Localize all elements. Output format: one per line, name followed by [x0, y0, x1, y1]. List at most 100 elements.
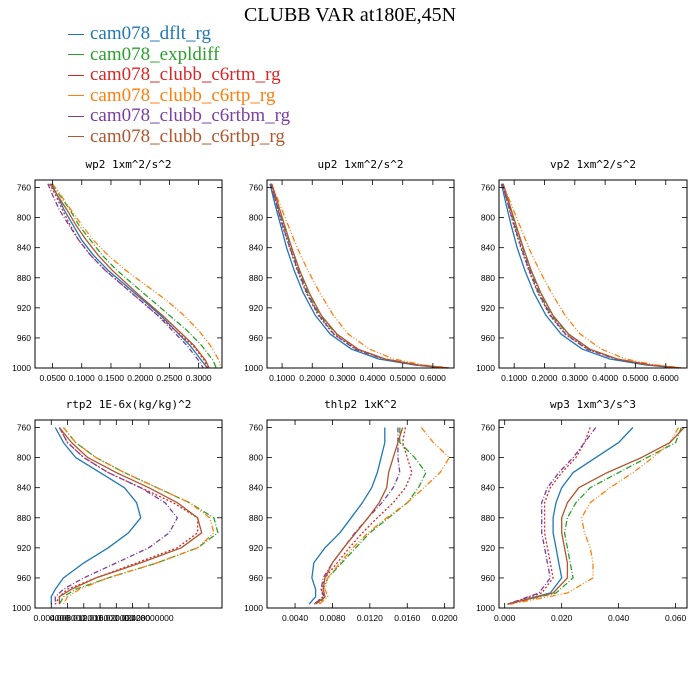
y-tick-label: 960 — [481, 333, 495, 343]
x-tick-label: 0.6000 — [653, 373, 679, 383]
plot-frame — [34, 419, 223, 609]
chart-panel: wp3 1xm^3/s^3 760 800 840 880 920 960 10000.000… — [476, 398, 688, 623]
x-tick-label: 0.020 — [551, 613, 573, 623]
y-tick-label: 880 — [17, 513, 31, 523]
chart-panel: up2 1xm^2/s^2 760 800 840 880 920 960 1000 0.100… — [244, 158, 455, 383]
series-line — [51, 183, 222, 369]
legend-swatch — [68, 95, 84, 97]
y-tick-label: 840 — [17, 243, 31, 253]
legend-label: cam078_expldiff — [90, 43, 220, 65]
x-tick-label: 0.1000 — [69, 373, 95, 383]
series-line — [501, 183, 681, 369]
x-tick-label: 0.2000 — [127, 373, 153, 383]
x-tick-label: 0.016000 — [82, 613, 118, 623]
y-tick-label: 840 — [481, 243, 495, 253]
x-tick-label: 0.040 — [608, 613, 630, 623]
y-tick-label: 840 — [17, 483, 31, 493]
plot-frame — [498, 179, 688, 369]
series-line — [49, 183, 209, 369]
legend-item: cam078_clubb_c6rtm_rg — [68, 65, 290, 86]
series-line — [270, 183, 449, 369]
series-line — [270, 183, 452, 369]
plot-frame — [498, 419, 688, 609]
legend: cam078_dflt_rg cam078_expldiff cam078_cl… — [68, 24, 290, 147]
series-line — [501, 183, 680, 369]
legend-item: cam078_dflt_rg — [68, 24, 290, 45]
panel-title: wp2 1xm^2/s^2 — [85, 158, 171, 171]
x-tick-label: 0.028000000 — [124, 613, 174, 623]
legend-label: cam078_clubb_c6rtbp_rg — [90, 125, 285, 147]
y-tick-label: 960 — [17, 573, 31, 583]
series-line — [315, 427, 404, 605]
legend-swatch — [68, 115, 84, 117]
x-tick-label: 0.4000 — [360, 373, 386, 383]
y-tick-label: 800 — [481, 213, 495, 223]
x-tick-label: 0.0120 — [357, 613, 383, 623]
x-tick-label: 0.2000 — [531, 373, 557, 383]
y-tick-label: 920 — [481, 303, 495, 313]
y-tick-label: 800 — [249, 453, 263, 463]
y-tick-label: 880 — [249, 273, 263, 283]
series-line — [47, 183, 204, 369]
y-tick-label: 800 — [17, 213, 31, 223]
x-tick-label: 0.1000 — [269, 373, 295, 383]
y-tick-label: 1000 — [12, 603, 31, 613]
x-tick-label: 0.6000 — [420, 373, 446, 383]
y-tick-label: 1000 — [244, 363, 263, 373]
y-tick-label: 760 — [481, 183, 495, 193]
series-line — [317, 427, 427, 605]
y-tick-label: 960 — [17, 333, 31, 343]
series-line — [54, 427, 178, 605]
y-tick-label: 920 — [249, 543, 263, 553]
series-line — [62, 427, 215, 605]
series-line — [507, 427, 685, 605]
x-tick-label: 0.020000 — [99, 613, 135, 623]
series-line — [50, 183, 208, 369]
y-tick-label: 880 — [481, 273, 495, 283]
panel-title: thlp2 1xK^2 — [324, 398, 397, 411]
x-tick-label: 0.5000 — [390, 373, 416, 383]
x-tick-label: 0.1500 — [98, 373, 124, 383]
plot-frame — [266, 179, 455, 369]
series-line — [507, 427, 597, 605]
series-line — [58, 427, 219, 605]
series-line — [270, 183, 447, 369]
panel-title: up2 1xm^2/s^2 — [317, 158, 403, 171]
y-tick-label: 800 — [481, 453, 495, 463]
series-line — [58, 427, 203, 605]
x-tick-label: 0.2500 — [156, 373, 182, 383]
legend-label: cam078_clubb_c6rtm_rg — [90, 64, 281, 86]
y-tick-label: 960 — [249, 573, 263, 583]
y-tick-label: 760 — [17, 423, 31, 433]
series-line — [501, 183, 681, 369]
chart-panel: thlp2 1xK^2 760 800 840 880 920 960 1000 0.0040 0… — [244, 398, 458, 623]
legend-item: cam078_clubb_c6rtbm_rg — [68, 106, 290, 127]
x-tick-label: 0.3000 — [186, 373, 212, 383]
y-tick-label: 760 — [249, 423, 263, 433]
x-tick-label: 0.004000 — [34, 613, 70, 623]
y-tick-label: 800 — [249, 213, 263, 223]
series-line — [49, 183, 210, 369]
series-line — [313, 427, 401, 605]
series-line — [318, 427, 450, 605]
y-tick-label: 840 — [249, 243, 263, 253]
series-line — [507, 427, 591, 605]
legend-item: cam078_clubb_c6rtp_rg — [68, 85, 290, 107]
x-tick-label: 0.0200 — [432, 613, 458, 623]
y-tick-label: 920 — [17, 543, 31, 553]
legend-item: cam078_clubb_c6rtbp_rg — [68, 125, 290, 148]
panel-title: vp2 1xm^2/s^2 — [550, 158, 636, 171]
x-tick-label: 0.008000 — [50, 613, 86, 623]
series-line — [507, 427, 682, 605]
series-line — [50, 427, 142, 605]
y-tick-label: 760 — [481, 423, 495, 433]
chart-panel: wp2 1xm^2/s^2 760 800 840 880 920 960 1000 0.050… — [12, 158, 223, 383]
y-tick-label: 920 — [481, 543, 495, 553]
y-tick-label: 760 — [249, 183, 263, 193]
panel-title: wp3 1xm^3/s^3 — [550, 398, 636, 411]
series-line — [502, 183, 685, 369]
x-tick-label: 0.024000 — [115, 613, 151, 623]
y-tick-label: 960 — [481, 573, 495, 583]
x-tick-label: 0.000 — [494, 613, 516, 623]
